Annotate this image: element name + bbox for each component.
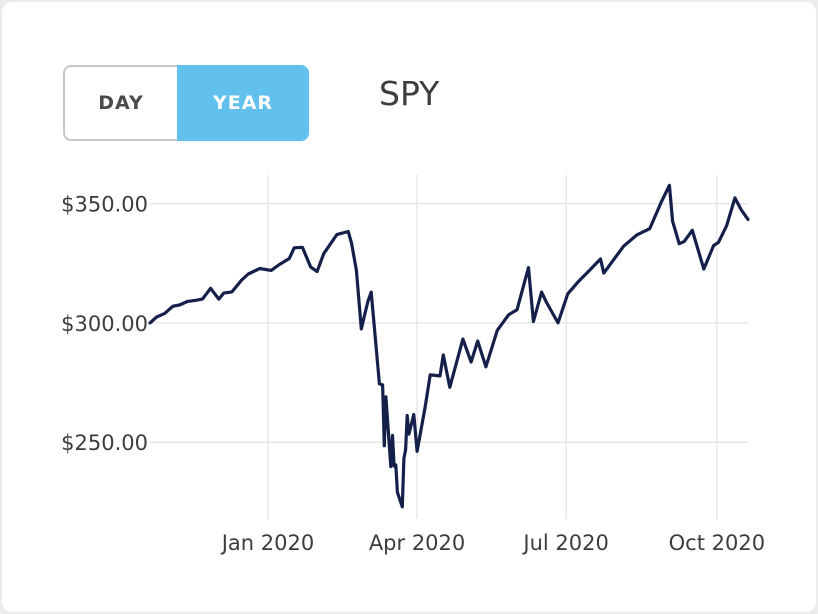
series-line <box>148 183 750 509</box>
y-tick-label: $350.00 <box>61 193 148 217</box>
day-button[interactable]: DAY <box>63 65 177 141</box>
y-tick-label: $300.00 <box>61 312 148 336</box>
grid <box>150 175 748 519</box>
range-toggle: DAY YEAR <box>63 65 309 141</box>
year-button[interactable]: YEAR <box>177 65 309 141</box>
x-tick-label: Jan 2020 <box>220 531 315 555</box>
axes: $250.00 $300.00 $350.00 Jan 2020 Apr 2020 Jul… <box>61 193 765 555</box>
y-tick-label: $250.00 <box>61 431 148 455</box>
x-tick-label: Oct 2020 <box>669 531 765 555</box>
x-tick-label: Apr 2020 <box>369 531 465 555</box>
x-tick-label: Jul 2020 <box>521 531 608 555</box>
ticker-title: SPY <box>379 74 440 113</box>
series-layer <box>148 183 750 509</box>
